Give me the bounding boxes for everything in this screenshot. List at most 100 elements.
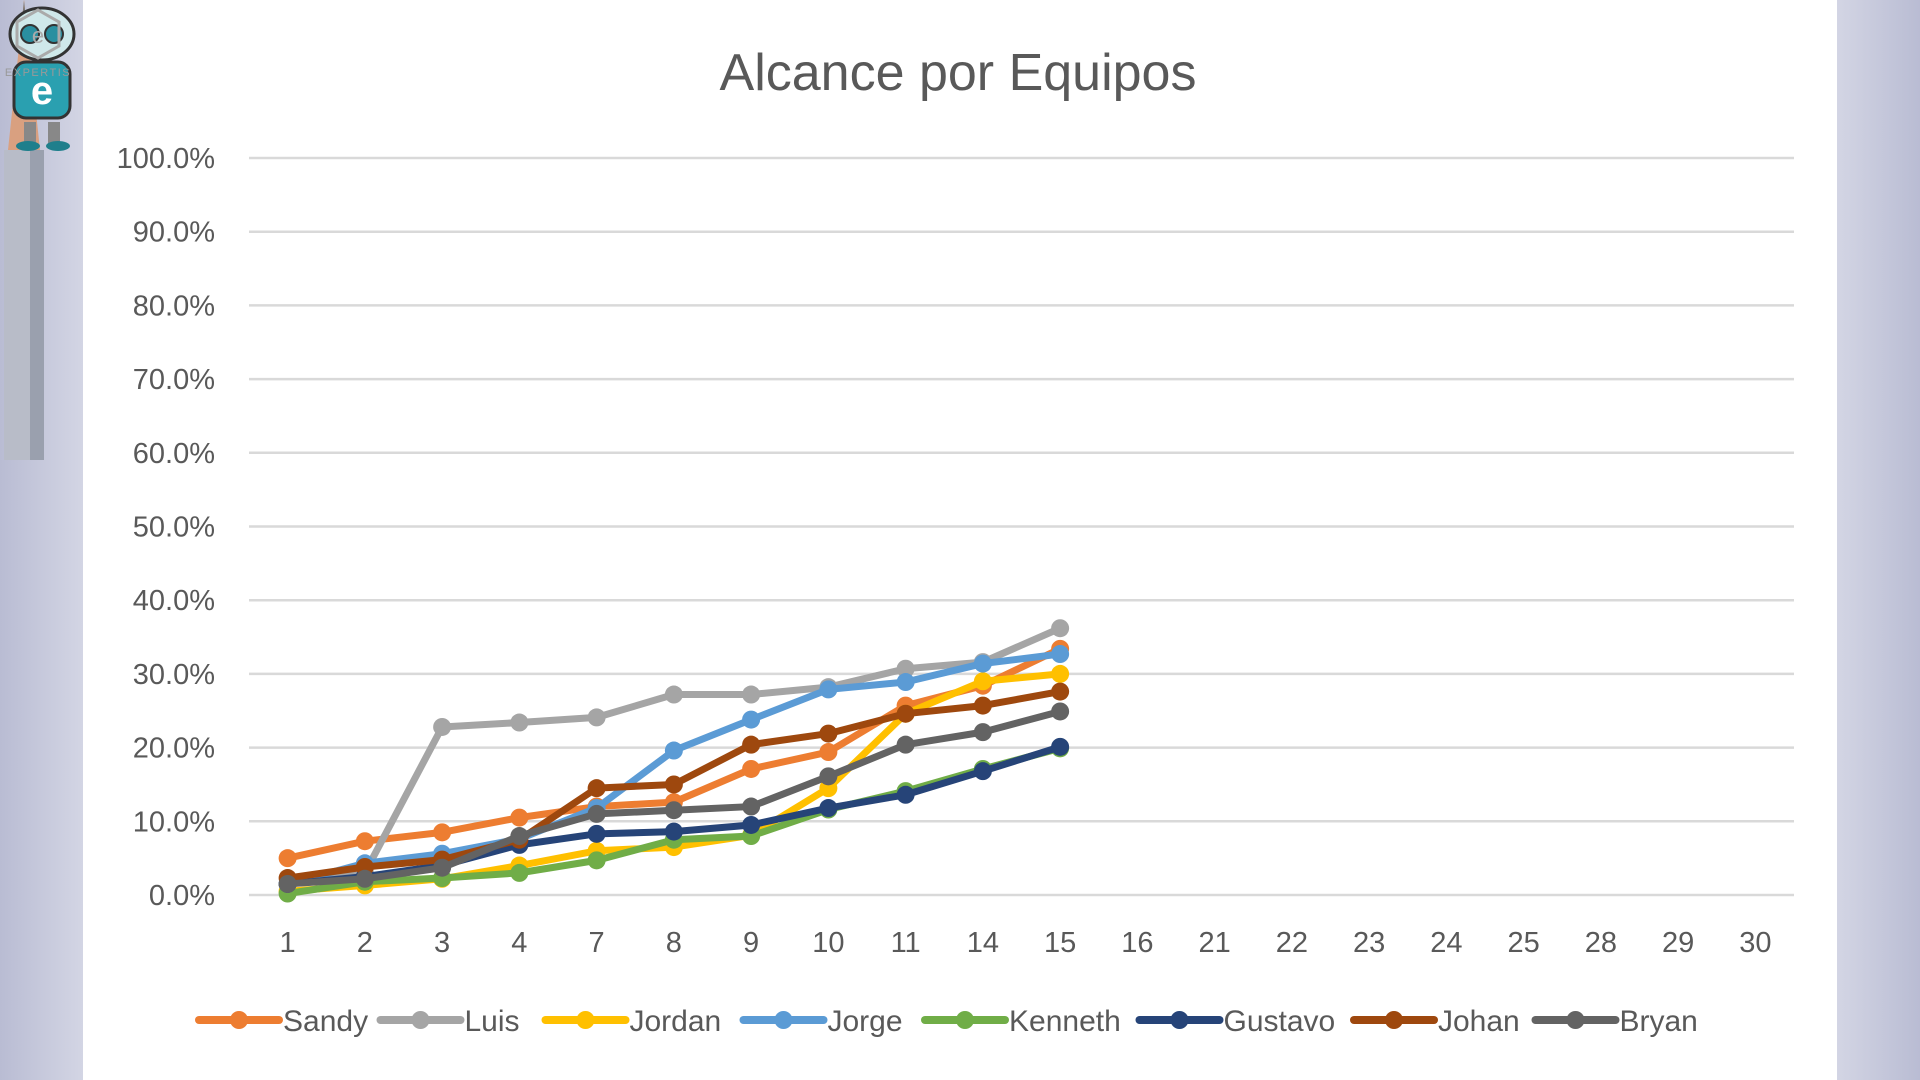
y-tick-label: 0.0% xyxy=(149,880,215,912)
data-point xyxy=(278,849,297,868)
x-tick-label: 23 xyxy=(1353,927,1385,959)
legend-item-luis: Luis xyxy=(376,1005,520,1038)
data-point xyxy=(587,804,606,823)
data-point xyxy=(664,741,683,760)
data-point xyxy=(1051,645,1070,664)
legend-marker-icon xyxy=(411,1011,430,1029)
legend-item-gustavo: Gustavo xyxy=(1135,1005,1336,1038)
y-tick-label: 30.0% xyxy=(133,659,215,691)
chart-card xyxy=(83,0,1837,1080)
x-tick-label: 7 xyxy=(589,927,605,959)
data-point xyxy=(742,759,761,778)
x-tick-label: 15 xyxy=(1044,927,1076,959)
data-point xyxy=(742,815,761,834)
data-point xyxy=(664,822,683,841)
data-point xyxy=(742,735,761,754)
legend-item-kenneth: Kenneth xyxy=(921,1005,1121,1038)
corner-logo-text: EXPERTIS xyxy=(5,67,71,79)
data-point xyxy=(819,724,838,743)
data-point xyxy=(742,797,761,816)
legend-label: Sandy xyxy=(283,1005,368,1038)
data-point xyxy=(896,704,915,723)
data-point xyxy=(1051,664,1070,683)
legend-marker-icon xyxy=(956,1011,974,1029)
data-point xyxy=(355,832,374,851)
x-tick-label: 3 xyxy=(434,927,450,959)
y-tick-label: 50.0% xyxy=(133,512,215,544)
data-point xyxy=(1051,737,1070,756)
data-point xyxy=(433,717,452,736)
y-tick-label: 20.0% xyxy=(133,733,215,765)
data-point xyxy=(587,779,606,798)
data-point xyxy=(896,735,915,754)
robot-logo-letter: e xyxy=(31,69,53,113)
data-point xyxy=(664,801,683,820)
x-tick-label: 1 xyxy=(280,927,296,959)
data-point xyxy=(587,708,606,727)
series-bryan xyxy=(278,702,1070,893)
legend-marker-icon xyxy=(1170,1011,1189,1029)
data-point xyxy=(973,723,992,742)
legend-marker-icon xyxy=(230,1011,248,1029)
data-point xyxy=(896,673,915,692)
legend-label: Jordan xyxy=(630,1005,722,1038)
x-tick-label: 21 xyxy=(1198,927,1230,959)
x-tick-label: 28 xyxy=(1585,927,1617,959)
legend-item-bryan: Bryan xyxy=(1531,1005,1698,1038)
x-tick-label: 14 xyxy=(967,927,999,959)
data-point xyxy=(664,685,683,704)
svg-text:e: e xyxy=(32,23,44,48)
data-point xyxy=(510,863,529,882)
data-point xyxy=(664,775,683,794)
x-tick-label: 16 xyxy=(1121,927,1153,959)
x-tick-label: 8 xyxy=(666,927,682,959)
chart-title: Alcance por Equipos xyxy=(720,44,1197,102)
data-point xyxy=(973,654,992,673)
data-point xyxy=(742,685,761,704)
legend-marker-icon xyxy=(576,1011,595,1029)
legend-label: Jorge xyxy=(828,1005,903,1038)
legend-label: Johan xyxy=(1438,1005,1520,1038)
x-tick-label: 24 xyxy=(1430,927,1462,959)
y-tick-label: 90.0% xyxy=(133,217,215,249)
legend: Sandy Luis Jordan Jorge Kenneth Gustavo Johan B… xyxy=(195,1005,1698,1038)
data-point xyxy=(510,827,529,846)
legend-label: Luis xyxy=(465,1005,520,1038)
data-point xyxy=(510,713,529,732)
y-tick-label: 70.0% xyxy=(133,364,215,396)
data-point xyxy=(896,785,915,804)
data-point xyxy=(1051,619,1070,638)
legend-label: Gustavo xyxy=(1224,1005,1336,1038)
data-point xyxy=(973,762,992,781)
data-point xyxy=(355,869,374,888)
y-tick-label: 80.0% xyxy=(133,290,215,322)
x-tick-label: 11 xyxy=(891,927,921,959)
data-point xyxy=(587,824,606,843)
corner-logo: e EXPERTIS xyxy=(5,8,71,79)
y-axis-ticks: 0.0% 10.0% 20.0% 30.0% 40.0% 50.0% 60.0% 70.0% 8… xyxy=(117,143,215,912)
x-tick-label: 10 xyxy=(812,927,844,959)
data-point xyxy=(819,743,838,762)
x-tick-label: 4 xyxy=(511,927,527,959)
legend-item-johan: Johan xyxy=(1350,1005,1520,1038)
data-point xyxy=(1051,702,1070,721)
data-point xyxy=(587,851,606,870)
y-tick-label: 60.0% xyxy=(133,438,215,470)
data-point xyxy=(742,710,761,729)
legend-marker-icon xyxy=(1385,1011,1403,1029)
data-point xyxy=(433,823,452,842)
y-tick-label: 40.0% xyxy=(133,585,215,617)
x-axis-ticks: 1 2 3 4 7 8 9 10 11 14 15 16 21 22 23 24 25 28 29 30 xyxy=(280,927,1772,959)
x-tick-label: 25 xyxy=(1507,927,1539,959)
x-tick-label: 22 xyxy=(1276,927,1308,959)
legend-label: Bryan xyxy=(1620,1005,1698,1038)
data-point xyxy=(973,672,992,691)
data-point xyxy=(896,659,915,678)
gridlines xyxy=(249,156,1794,897)
legend-item-jordan: Jordan xyxy=(541,1005,722,1038)
series-lines xyxy=(278,619,1070,903)
legend-marker-icon xyxy=(1566,1011,1585,1029)
legend-item-sandy: Sandy xyxy=(195,1005,368,1038)
data-point xyxy=(1051,682,1070,701)
